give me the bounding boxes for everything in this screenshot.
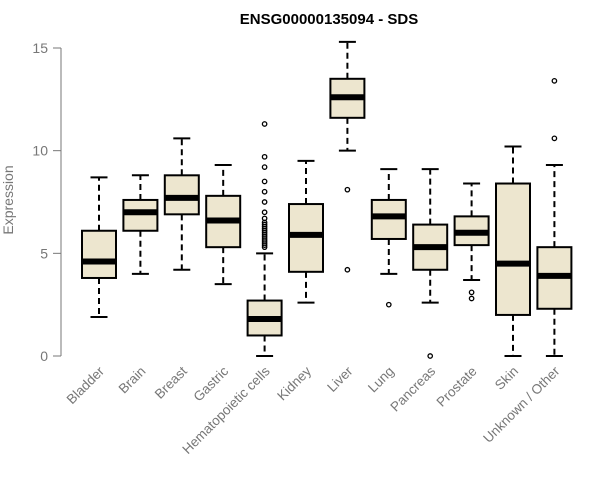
- outlier-point: [261, 221, 268, 228]
- outlier-point: [468, 295, 475, 302]
- box-group: [536, 78, 573, 357]
- outlier-point: [385, 301, 392, 308]
- x-tick-label: Bladder: [64, 363, 108, 407]
- box-group: [122, 174, 159, 275]
- outlier-point: [261, 209, 268, 216]
- outlier-point: [261, 178, 268, 185]
- y-tick-label: 5: [40, 245, 48, 261]
- outlier-point: [261, 215, 268, 222]
- x-tick-label: Pancreas: [387, 363, 438, 414]
- box-group: [246, 121, 283, 357]
- box-group: [288, 159, 324, 304]
- x-tick-label: Prostate: [434, 364, 480, 410]
- chart-title: ENSG00000135094 - SDS: [240, 11, 418, 28]
- outlier-point: [261, 121, 268, 127]
- box-group: [81, 176, 117, 318]
- y-tick-label: 15: [32, 40, 48, 56]
- outlier-point: [344, 266, 351, 273]
- box-group: [412, 168, 449, 359]
- box-iqr: [81, 229, 117, 279]
- y-axis-label: Expression: [0, 165, 16, 234]
- outlier-point: [261, 153, 268, 160]
- outlier-point: [427, 353, 434, 359]
- x-tick-label: Liver: [324, 363, 356, 395]
- outlier-point: [261, 199, 268, 205]
- outlier-point: [344, 186, 351, 193]
- outlier-point: [261, 188, 268, 195]
- outlier-point: [551, 135, 558, 142]
- x-tick-label: Brain: [116, 364, 149, 397]
- box-iqr: [288, 203, 324, 273]
- y-axis: 0 5 10 15: [32, 40, 62, 364]
- box-iqr: [163, 174, 200, 216]
- box-group: [495, 145, 531, 357]
- box-iqr: [370, 198, 407, 240]
- outlier-point: [551, 78, 558, 84]
- y-tick-label: 10: [32, 143, 48, 159]
- outlier-point: [261, 164, 268, 170]
- box-iqr: [495, 182, 531, 316]
- outlier-point: [468, 289, 475, 296]
- box-group: [205, 164, 242, 286]
- x-tick-label: Skin: [492, 364, 521, 393]
- box-iqr: [122, 198, 159, 232]
- box-group: [453, 182, 490, 302]
- box-group: [163, 137, 200, 271]
- x-tick-label: Lung: [365, 364, 397, 396]
- x-tick-label: Unknown / Other: [480, 363, 563, 446]
- box-group: [329, 40, 366, 273]
- x-tick-label: Breast: [152, 363, 190, 401]
- x-tick-label: Kidney: [274, 363, 314, 403]
- y-tick-label: 0: [40, 348, 48, 364]
- boxes-layer: [81, 40, 573, 359]
- box-group: [370, 168, 407, 308]
- x-tick-label: Gastric: [190, 363, 231, 404]
